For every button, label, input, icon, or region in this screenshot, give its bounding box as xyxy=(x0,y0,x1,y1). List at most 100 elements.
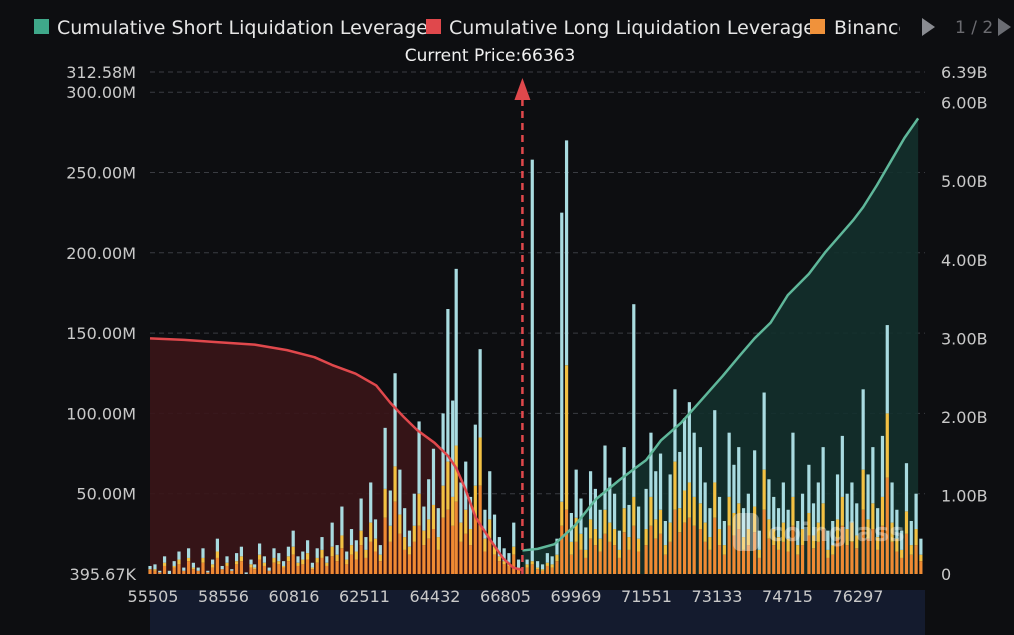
bar-orange xyxy=(850,541,854,574)
bar-blue xyxy=(632,304,636,497)
bar-blue xyxy=(512,522,516,547)
bar-yellow xyxy=(483,538,487,552)
bar-blue xyxy=(412,493,416,526)
bar-orange xyxy=(909,554,913,574)
current-price-label: Current Price:66363 xyxy=(405,46,576,66)
bar-orange xyxy=(627,549,631,574)
bar-blue xyxy=(492,514,497,547)
bar-blue xyxy=(900,530,904,550)
bar-yellow xyxy=(502,561,506,565)
bar-orange xyxy=(579,549,583,574)
bar-blue xyxy=(909,521,913,546)
bar-blue xyxy=(383,427,387,489)
legend-item-binance[interactable]: Binance xyxy=(810,17,910,39)
bar-orange xyxy=(687,517,691,574)
bar-yellow xyxy=(239,556,244,562)
bar-yellow xyxy=(373,538,378,552)
bar-orange xyxy=(388,541,392,574)
triangle-left-icon[interactable] xyxy=(922,18,935,36)
bar-orange xyxy=(732,535,736,574)
bar-yellow xyxy=(598,538,602,552)
bar-blue xyxy=(593,488,597,530)
bar-orange xyxy=(703,541,707,574)
bar-orange xyxy=(393,501,397,574)
bar-blue xyxy=(393,373,397,467)
triangle-right-icon[interactable] xyxy=(998,18,1011,36)
scroll-bar-area[interactable] xyxy=(150,590,925,635)
pager-text: 1 / 2 xyxy=(955,18,993,38)
bar-orange xyxy=(451,525,455,574)
bar-orange xyxy=(876,549,880,574)
bar-orange xyxy=(210,567,215,574)
bar-orange xyxy=(762,509,766,574)
bar-yellow xyxy=(201,557,205,563)
bar-blue xyxy=(880,435,885,497)
bar-blue xyxy=(850,482,854,523)
bar-orange xyxy=(866,538,870,574)
legend-swatch-long xyxy=(426,19,441,34)
bar-yellow xyxy=(753,506,757,533)
bar-yellow xyxy=(816,522,820,542)
bar-blue xyxy=(177,551,181,560)
bar-orange xyxy=(512,554,516,574)
bar-blue xyxy=(786,509,790,539)
bar-yellow xyxy=(821,503,825,530)
bar-blue xyxy=(649,432,653,497)
bar-blue xyxy=(727,432,731,497)
bar-yellow xyxy=(767,519,771,539)
bar-yellow xyxy=(473,485,477,518)
legend-swatch-binance xyxy=(810,19,825,34)
bar-orange xyxy=(753,532,757,574)
bar-orange xyxy=(845,545,849,574)
legend[interactable]: Cumulative Short Liquidation Leverage Cu… xyxy=(34,8,1014,48)
bar-orange xyxy=(826,557,830,574)
legend-pager[interactable]: 1 / 2 xyxy=(922,18,1011,38)
bar-yellow xyxy=(603,509,607,534)
bar-blue xyxy=(767,479,771,520)
bar-yellow xyxy=(569,541,573,555)
bar-yellow xyxy=(306,553,310,560)
short-cumulative-line xyxy=(522,117,920,552)
x-tick-label: 69969 xyxy=(551,587,602,606)
bar-yellow xyxy=(301,559,305,565)
bar-yellow xyxy=(617,549,621,558)
bar-yellow xyxy=(895,538,899,552)
bar-yellow xyxy=(762,469,766,510)
bar-orange xyxy=(569,554,573,574)
bar-orange xyxy=(277,564,281,574)
bar-blue xyxy=(277,553,281,562)
bar-orange xyxy=(230,570,234,574)
legend-item-long[interactable]: Cumulative Long Liquidation Leverage xyxy=(426,17,815,39)
bar-blue xyxy=(811,503,816,536)
bar-orange xyxy=(713,517,717,574)
bar-blue xyxy=(678,451,682,509)
bar-yellow xyxy=(555,554,559,562)
bar-orange xyxy=(682,522,687,574)
left-tick-label: 100.00M xyxy=(66,404,136,423)
legend-item-short[interactable]: Cumulative Short Liquidation Leverage xyxy=(34,17,428,39)
bar-orange xyxy=(649,525,653,574)
bar-blue xyxy=(612,493,617,530)
bar-blue xyxy=(281,561,286,566)
bar-blue xyxy=(345,551,349,560)
x-tick-label: 76297 xyxy=(833,587,884,606)
bar-orange xyxy=(158,572,162,574)
bar-orange xyxy=(776,549,781,574)
bar-orange xyxy=(315,562,319,574)
bar-blue xyxy=(257,543,262,555)
bar-blue xyxy=(454,268,458,446)
bar-orange xyxy=(431,529,436,574)
left-tick-label: 300.00M xyxy=(66,83,136,102)
bar-orange xyxy=(153,570,157,574)
bar-orange xyxy=(692,525,696,574)
bar-orange xyxy=(148,569,152,574)
bar-blue xyxy=(148,565,152,570)
bar-blue xyxy=(182,567,186,571)
bar-orange xyxy=(904,533,909,574)
bar-orange xyxy=(483,551,487,574)
bar-yellow xyxy=(349,545,354,555)
bar-blue xyxy=(687,402,691,483)
bar-orange xyxy=(215,557,219,574)
bar-blue xyxy=(826,530,830,550)
bar-orange xyxy=(291,554,295,574)
